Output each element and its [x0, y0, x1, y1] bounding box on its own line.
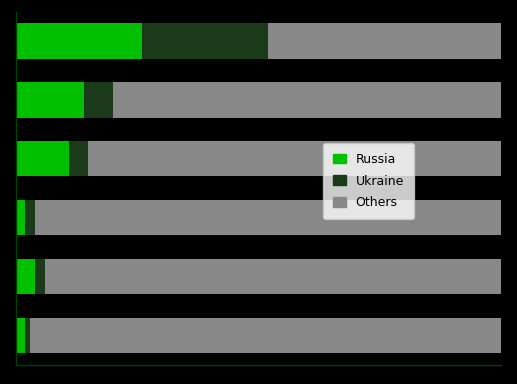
Bar [16, 82, 84, 118]
Bar [69, 141, 88, 176]
Bar [16, 141, 69, 176]
Bar [16, 318, 25, 353]
Bar [88, 141, 501, 176]
Bar [25, 200, 35, 235]
Bar [142, 23, 268, 59]
Bar [84, 82, 113, 118]
Bar [44, 259, 501, 294]
Bar [16, 259, 35, 294]
Bar [35, 259, 44, 294]
Bar [30, 318, 501, 353]
Bar [268, 23, 501, 59]
Bar [16, 200, 25, 235]
Bar [25, 318, 30, 353]
Bar [113, 82, 501, 118]
Legend: Russia, Ukraine, Others: Russia, Ukraine, Others [323, 143, 414, 219]
Bar [16, 23, 142, 59]
Bar [35, 200, 501, 235]
